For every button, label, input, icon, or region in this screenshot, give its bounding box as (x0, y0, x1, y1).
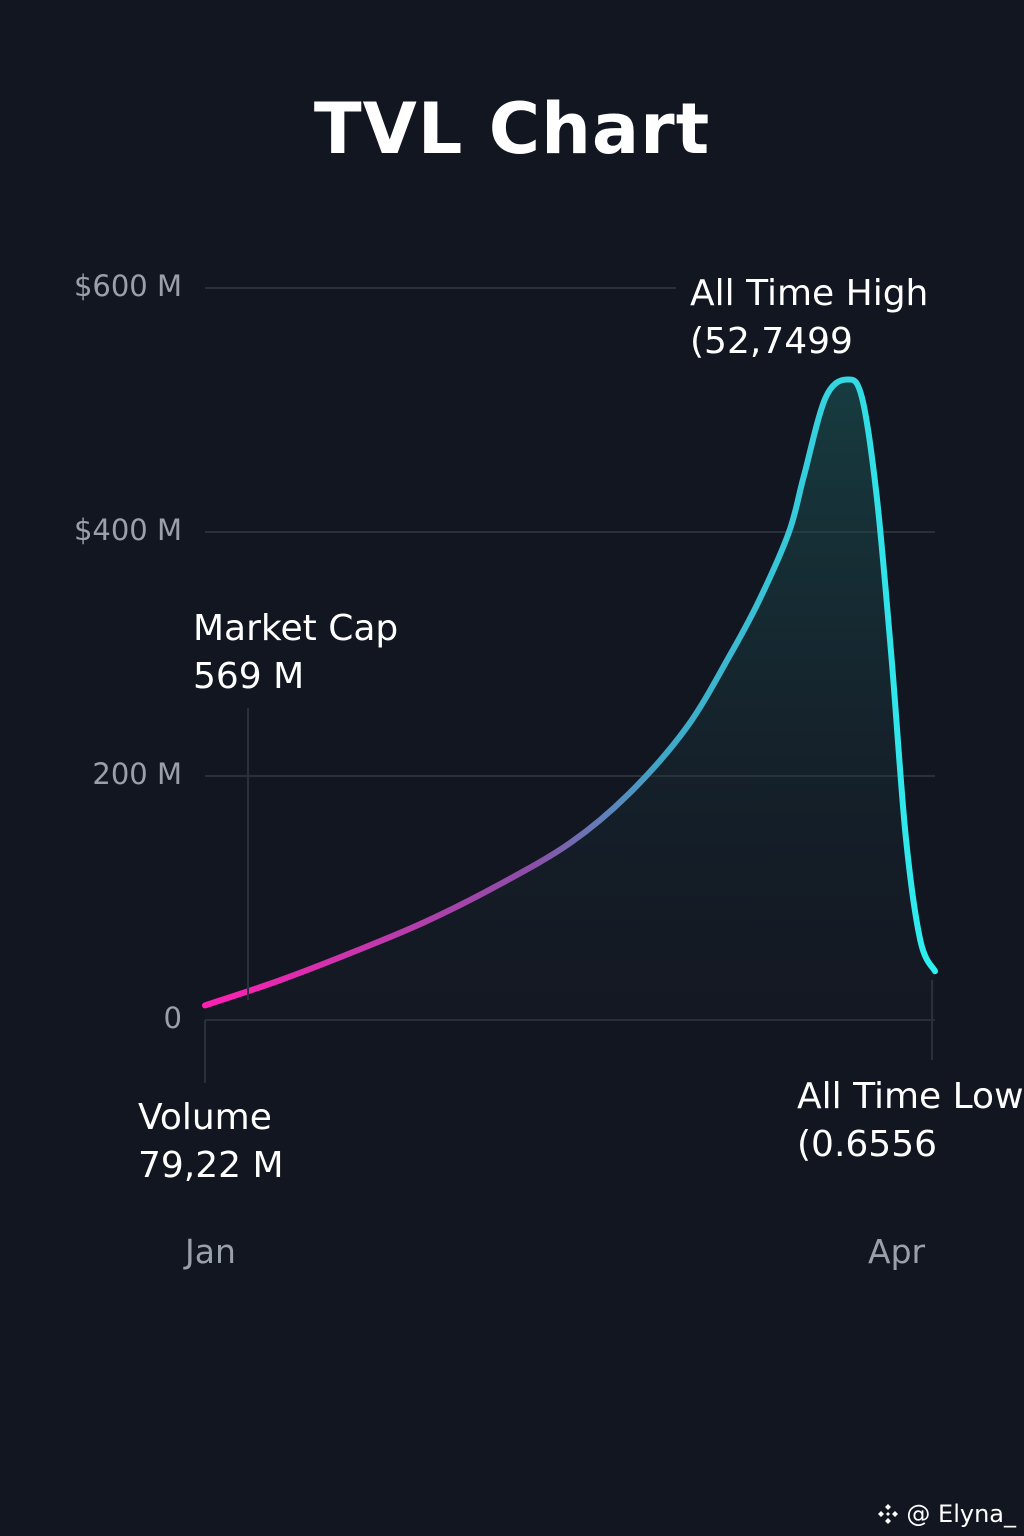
annotation-all-time-high-value: (52,7499 (690, 321, 853, 362)
annotation-all-time-low-value: (0.6556 (797, 1124, 938, 1165)
watermark: @ Elyna_ (876, 1500, 1016, 1528)
x-tick-label-apr: Apr (868, 1232, 926, 1271)
watermark-text: @ Elyna_ (906, 1500, 1016, 1528)
y-tick-label: 0 (163, 1001, 182, 1035)
annotation-volume: Volume 79,22 M (138, 1094, 284, 1190)
annotation-market-cap-label: Market Cap (193, 608, 399, 649)
annotation-market-cap-value: 569 M (193, 656, 305, 697)
annotation-volume-label: Volume (138, 1097, 272, 1138)
chart-title: TVL Chart (313, 88, 711, 170)
annotation-volume-value: 79,22 M (138, 1145, 284, 1186)
area-fill (205, 379, 935, 1020)
series-line (202, 376, 938, 1009)
annotation-all-time-low-label: All Time Low (797, 1076, 1024, 1117)
annotation-market-cap: Market Cap 569 M (193, 605, 398, 701)
y-tick-label: $400 M (73, 513, 182, 547)
diamond-logo-icon (878, 1504, 899, 1524)
y-tick-label: 200 M (92, 757, 182, 791)
annotation-all-time-low: All Time Low (0.6556 (797, 1073, 1024, 1169)
x-tick-label-jan: Jan (185, 1232, 236, 1271)
annotation-all-time-high: All Time High (52,7499 (690, 270, 928, 366)
annotation-all-time-high-label: All Time High (690, 273, 929, 314)
y-tick-label: $600 M (73, 269, 182, 303)
